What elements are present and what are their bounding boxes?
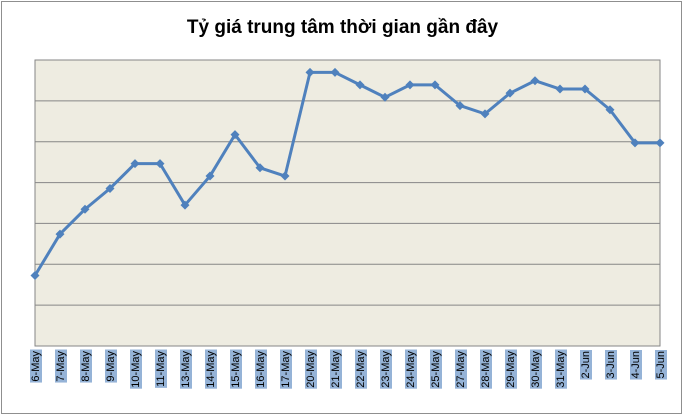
svg-text:15-May: 15-May: [230, 351, 242, 388]
data-point-marker: [530, 76, 540, 86]
data-point-marker: [380, 92, 390, 102]
x-tick-label: 30-May: [530, 349, 542, 389]
x-tick-label: 6-May: [30, 349, 42, 383]
svg-text:10-May: 10-May: [130, 351, 142, 388]
svg-text:23-May: 23-May: [380, 351, 392, 388]
svg-text:11-May: 11-May: [155, 351, 167, 387]
data-point-marker: [580, 84, 590, 94]
data-point-marker: [630, 138, 640, 148]
x-tick-label: 16-May: [255, 349, 267, 389]
data-point-marker: [330, 67, 340, 77]
data-point-marker: [30, 271, 40, 281]
svg-text:8-May: 8-May: [80, 351, 92, 382]
svg-text:31-May: 31-May: [555, 351, 567, 388]
x-tick-label: 13-May: [180, 349, 192, 389]
x-tick-label: 3-Jun: [605, 350, 617, 380]
x-tick-label: 27-May: [455, 349, 467, 389]
data-point-marker: [280, 171, 290, 181]
data-point-marker: [230, 130, 240, 140]
x-tick-label: 15-May: [230, 349, 242, 389]
data-point-marker: [130, 159, 140, 169]
svg-text:16-May: 16-May: [255, 351, 267, 388]
x-tick-label: 24-May: [405, 349, 417, 389]
x-tick-label: 31-May: [555, 349, 567, 389]
data-point-marker: [605, 105, 615, 115]
data-point-marker: [55, 229, 65, 239]
svg-text:9-May: 9-May: [105, 351, 117, 382]
svg-text:22-May: 22-May: [355, 351, 367, 388]
x-tick-label: 7-May: [55, 349, 67, 383]
svg-text:5-Jun: 5-Jun: [655, 351, 667, 379]
x-tick-label: 5-Jun: [655, 350, 667, 380]
data-point-marker: [80, 204, 90, 214]
svg-text:6-May: 6-May: [30, 351, 42, 382]
svg-text:21-May: 21-May: [330, 351, 342, 388]
x-tick-label: 14-May: [205, 349, 217, 389]
x-tick-label: 2-Jun: [580, 350, 592, 380]
svg-text:30-May: 30-May: [530, 351, 542, 388]
svg-text:20-May: 20-May: [305, 351, 317, 388]
data-point-marker: [480, 109, 490, 119]
data-point-marker: [455, 101, 465, 111]
svg-text:13-May: 13-May: [180, 351, 192, 388]
x-tick-label: 17-May: [280, 349, 292, 389]
svg-text:27-May: 27-May: [455, 351, 467, 388]
data-point-marker: [405, 80, 415, 90]
svg-text:17-May: 17-May: [280, 351, 292, 388]
svg-text:29-May: 29-May: [505, 351, 517, 388]
x-tick-label: 4-Jun: [630, 350, 642, 380]
data-point-marker: [155, 159, 165, 169]
x-tick-label: 23-May: [380, 349, 392, 389]
data-point-marker: [430, 80, 440, 90]
data-point-marker: [305, 67, 315, 77]
svg-text:14-May: 14-May: [205, 351, 217, 388]
data-point-marker: [555, 84, 565, 94]
data-point-marker: [205, 171, 215, 181]
chart-title: Tỷ giá trung tâm thời gian gần đây: [186, 17, 499, 38]
svg-text:24-May: 24-May: [405, 351, 417, 388]
x-tick-label: 9-May: [105, 349, 117, 383]
x-tick-label: 25-May: [430, 349, 442, 389]
data-point-marker: [105, 183, 115, 193]
data-point-marker: [655, 138, 665, 148]
x-tick-label: 22-May: [355, 349, 367, 389]
data-point-marker: [255, 163, 265, 173]
svg-text:28-May: 28-May: [480, 351, 492, 388]
x-tick-label: 11-May: [155, 349, 167, 388]
x-tick-label: 29-May: [505, 349, 517, 389]
plot-area: [34, 59, 661, 347]
svg-text:2-Jun: 2-Jun: [580, 351, 592, 379]
x-tick-label: 8-May: [80, 349, 92, 383]
x-tick-label: 20-May: [305, 349, 317, 389]
svg-text:25-May: 25-May: [430, 351, 442, 388]
svg-text:7-May: 7-May: [55, 351, 67, 382]
data-point-marker: [180, 200, 190, 210]
svg-text:4-Jun: 4-Jun: [630, 351, 642, 379]
x-tick-label: 28-May: [480, 349, 492, 389]
data-point-marker: [355, 80, 365, 90]
svg-text:3-Jun: 3-Jun: [605, 351, 617, 379]
data-point-marker: [505, 88, 515, 98]
x-tick-label: 10-May: [130, 349, 142, 389]
x-tick-label: 21-May: [330, 349, 342, 389]
